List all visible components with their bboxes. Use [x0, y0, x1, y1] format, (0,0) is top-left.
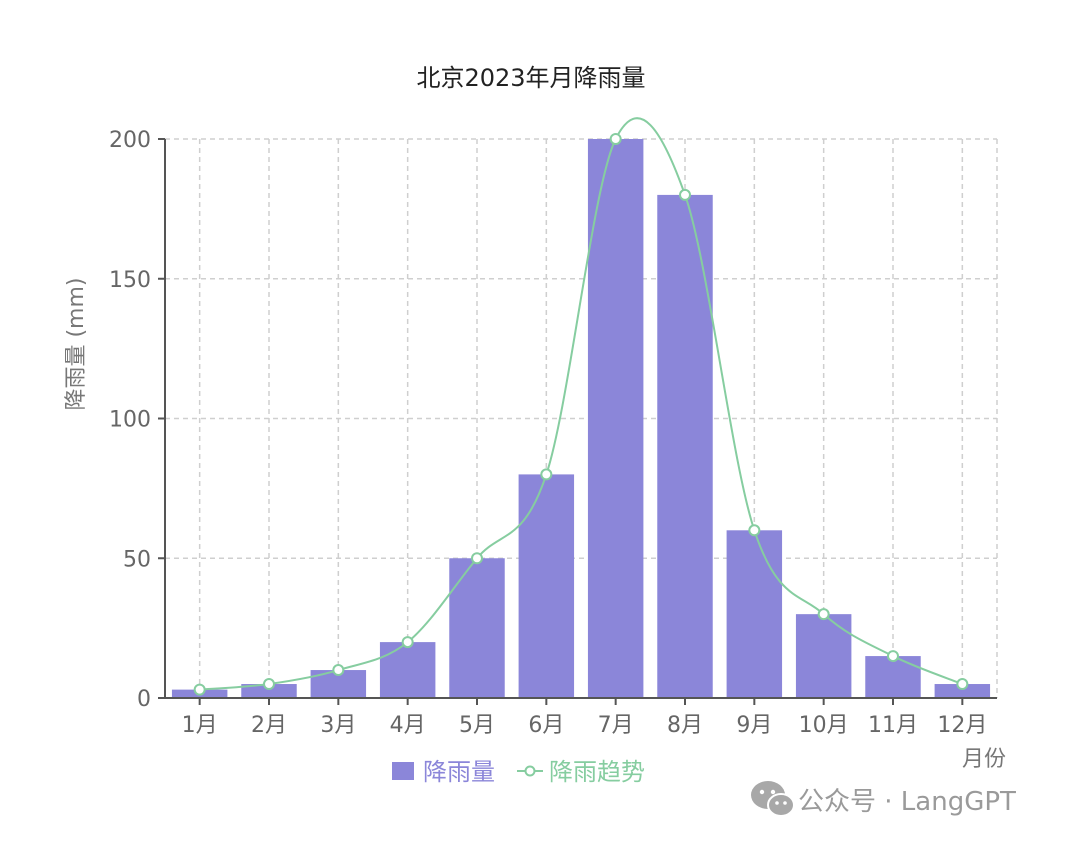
x-axis-label: 月份 — [962, 747, 1006, 772]
x-tick-label: 4月 — [390, 713, 426, 738]
watermark: 公众号 · LangGPT — [751, 781, 1016, 817]
trend-point — [401, 636, 414, 649]
trend-point — [748, 524, 761, 537]
bar — [657, 194, 713, 698]
y-axis-label: 降雨量 (mm) — [64, 277, 89, 410]
line-series — [193, 117, 969, 696]
bar — [587, 139, 644, 698]
grid-lines — [165, 138, 998, 698]
chart-title: 北京2023年月降雨量 — [416, 64, 645, 92]
legend-swatch-point — [524, 765, 536, 777]
wechat-icon — [751, 781, 795, 817]
trend-point — [956, 678, 969, 691]
bar — [241, 684, 297, 698]
axes — [158, 138, 997, 705]
x-tick-label: 5月 — [459, 713, 495, 738]
trend-point — [817, 608, 830, 621]
x-tick-label: 8月 — [667, 713, 703, 738]
trend-point — [263, 678, 275, 691]
trend-line — [199, 117, 963, 691]
trend-point — [471, 552, 483, 565]
x-tick-label: 10月 — [799, 713, 849, 738]
x-tick-label: 2月 — [251, 713, 287, 738]
x-tick-label: 9月 — [736, 713, 772, 738]
bar — [379, 642, 436, 698]
trend-point — [193, 683, 206, 696]
x-tick-label: 7月 — [598, 713, 634, 738]
y-tick-labels: 0 50 100 150 200 — [109, 128, 151, 712]
legend-label-line: 降雨趋势 — [549, 758, 645, 786]
x-tick-label: 6月 — [528, 713, 564, 738]
y-tick-label: 50 — [123, 547, 151, 572]
legend-label-bar: 降雨量 — [423, 758, 495, 786]
bar — [934, 684, 991, 698]
bar — [518, 474, 575, 698]
y-tick-label: 100 — [109, 408, 151, 433]
y-tick-label: 150 — [109, 268, 151, 293]
legend: 降雨量 降雨趋势 — [392, 758, 645, 786]
trend-point — [887, 650, 899, 663]
y-tick-label: 200 — [109, 128, 151, 153]
x-tick-label: 12月 — [937, 713, 987, 738]
trend-point — [609, 133, 622, 145]
trend-point — [332, 664, 345, 677]
x-tick-label: 11月 — [868, 713, 918, 738]
trend-point — [679, 188, 691, 201]
y-tick-label: 0 — [137, 687, 151, 712]
x-tick-labels: 1月 2月 3月 4月 5月 6月 7月 8月 9月 10月 11月 12月 — [182, 713, 988, 738]
legend-swatch-bar — [392, 762, 414, 780]
bar — [449, 558, 505, 698]
x-tick-label: 1月 — [182, 713, 218, 738]
watermark-text: 公众号 · LangGPT — [798, 787, 1016, 817]
trend-point — [540, 468, 553, 481]
bar — [795, 614, 852, 698]
bar — [865, 656, 921, 698]
x-tick-label: 3月 — [320, 713, 356, 738]
bar — [726, 530, 783, 698]
